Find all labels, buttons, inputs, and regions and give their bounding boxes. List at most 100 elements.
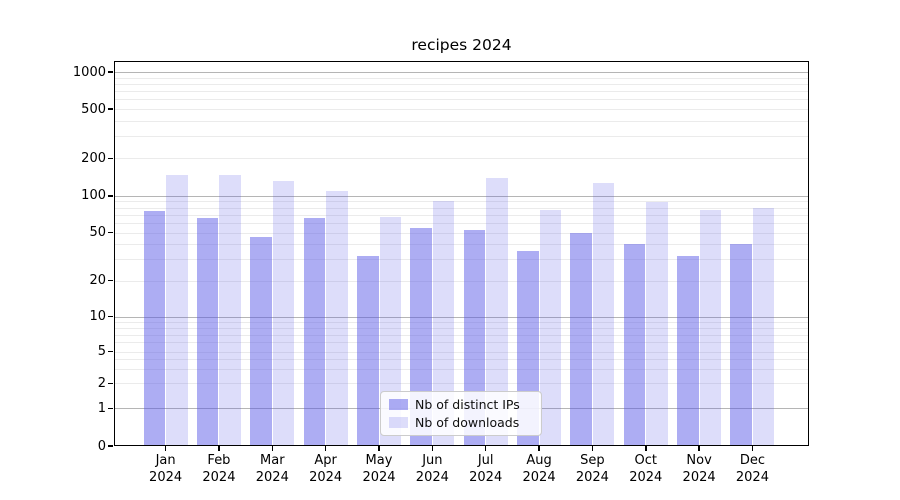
minor-gridline — [115, 280, 809, 282]
x-axis-tick-label: Oct 2024 — [629, 453, 663, 485]
x-axis-tick-label: Mar 2024 — [255, 453, 289, 485]
minor-gridline — [115, 359, 809, 361]
minor-gridline — [115, 207, 809, 209]
minor-gridline — [115, 232, 809, 234]
y-axis-tick — [108, 350, 113, 353]
y-axis-tick — [108, 195, 113, 197]
x-axis-tick-label: Jul 2024 — [469, 453, 503, 485]
bar-downloads-nov — [699, 209, 722, 446]
y-axis-tick-label: 500 — [81, 101, 106, 117]
minor-gridline — [115, 383, 809, 385]
bar-ips-dec — [730, 244, 752, 446]
minor-gridline — [115, 369, 809, 371]
x-axis-tick-label: Nov 2024 — [682, 453, 716, 485]
y-axis-tick-label: 1000 — [72, 64, 106, 80]
bar-ips-may — [357, 255, 379, 446]
x-axis-tick — [591, 446, 594, 451]
y-axis-tick-label: 2 — [97, 375, 106, 391]
y-axis-tick — [108, 407, 113, 410]
legend-label-distinct-ips: Nb of distinct IPs — [415, 397, 520, 412]
major-gridline — [115, 72, 809, 73]
y-axis-tick — [108, 108, 113, 110]
bar-ips-mar — [250, 237, 272, 446]
bar-ips-jan — [143, 211, 166, 446]
y-axis-tick-label: 0 — [97, 438, 106, 454]
x-axis-tick — [271, 446, 274, 451]
minor-gridline — [115, 83, 809, 85]
x-axis-tick-label: Jan 2024 — [149, 453, 183, 485]
x-axis-tick-label: May 2024 — [362, 453, 396, 485]
chart-title: recipes 2024 — [411, 36, 512, 54]
bar-downloads-jul — [486, 178, 508, 446]
minor-gridline — [115, 351, 809, 353]
legend-label-downloads: Nb of downloads — [415, 415, 520, 430]
y-axis-tick — [108, 157, 113, 160]
y-axis-tick-label: 100 — [81, 188, 106, 204]
minor-gridline — [115, 334, 809, 336]
y-axis-tick-label: 5 — [97, 344, 106, 360]
x-axis-tick — [324, 446, 327, 451]
minor-gridline — [115, 244, 809, 246]
legend-swatch-distinct-ips — [389, 399, 408, 410]
x-axis-tick — [538, 446, 540, 451]
bar-downloads-sep — [592, 182, 615, 446]
x-axis-tick — [378, 446, 380, 451]
minor-gridline — [115, 136, 809, 138]
major-gridline — [115, 316, 809, 318]
minor-gridline — [115, 77, 809, 79]
y-axis-tick — [108, 279, 113, 282]
y-axis-tick — [108, 71, 113, 73]
minor-gridline — [115, 214, 809, 216]
y-axis-tick — [108, 231, 113, 234]
y-axis-tick — [108, 382, 113, 385]
legend-swatch-downloads — [389, 417, 408, 428]
x-axis-tick-label: Aug 2024 — [522, 453, 556, 485]
bar-ips-nov — [677, 255, 699, 446]
bar-downloads-jun — [432, 200, 455, 446]
y-axis-tick-label: 20 — [89, 273, 106, 288]
legend-item-downloads: Nb of downloads — [389, 415, 533, 430]
bar-downloads-dec — [752, 207, 775, 446]
bar-ips-apr — [303, 217, 326, 446]
bar-ips-sep — [570, 232, 592, 446]
bar-downloads-mar — [272, 180, 295, 446]
y-axis-tick — [108, 445, 113, 447]
minor-gridline — [115, 109, 809, 110]
x-axis-tick-label: Apr 2024 — [309, 453, 343, 485]
y-axis-tick-label: 50 — [89, 225, 106, 241]
y-axis-tick-label: 10 — [89, 309, 106, 325]
minor-gridline — [115, 322, 809, 324]
legend-item-distinct-ips: Nb of distinct IPs — [389, 397, 533, 412]
minor-gridline — [115, 121, 809, 122]
minor-gridline — [115, 222, 809, 224]
x-axis-tick-label: Sep 2024 — [575, 453, 609, 485]
x-axis-tick — [431, 446, 434, 451]
legend: Nb of distinct IPs Nb of downloads — [380, 391, 542, 436]
bar-downloads-feb — [219, 175, 241, 446]
minor-gridline — [115, 342, 809, 344]
minor-gridline — [115, 91, 809, 93]
bar-ips-oct — [623, 244, 646, 446]
minor-gridline — [115, 201, 809, 203]
x-axis-tick — [218, 446, 220, 451]
bar-downloads-apr — [326, 190, 348, 446]
x-axis-tick-label: Jun 2024 — [415, 453, 449, 485]
x-axis-tick — [751, 446, 754, 451]
x-axis-tick — [484, 446, 487, 451]
x-axis-tick-label: Feb 2024 — [202, 453, 236, 485]
major-gridline — [115, 195, 809, 197]
minor-gridline — [115, 259, 809, 261]
minor-gridline — [115, 99, 809, 101]
y-axis-tick — [108, 315, 113, 318]
y-axis-tick-label: 1 — [97, 400, 106, 416]
x-axis-tick-label: Dec 2024 — [735, 453, 769, 485]
x-axis-tick — [698, 446, 700, 451]
x-axis-tick — [644, 446, 647, 451]
bar-downloads-oct — [646, 202, 668, 446]
bar-downloads-jan — [166, 174, 188, 446]
minor-gridline — [115, 327, 809, 329]
bar-downloads-aug — [539, 209, 562, 446]
y-axis-tick-label: 200 — [81, 150, 106, 166]
bar-ips-feb — [196, 217, 219, 446]
